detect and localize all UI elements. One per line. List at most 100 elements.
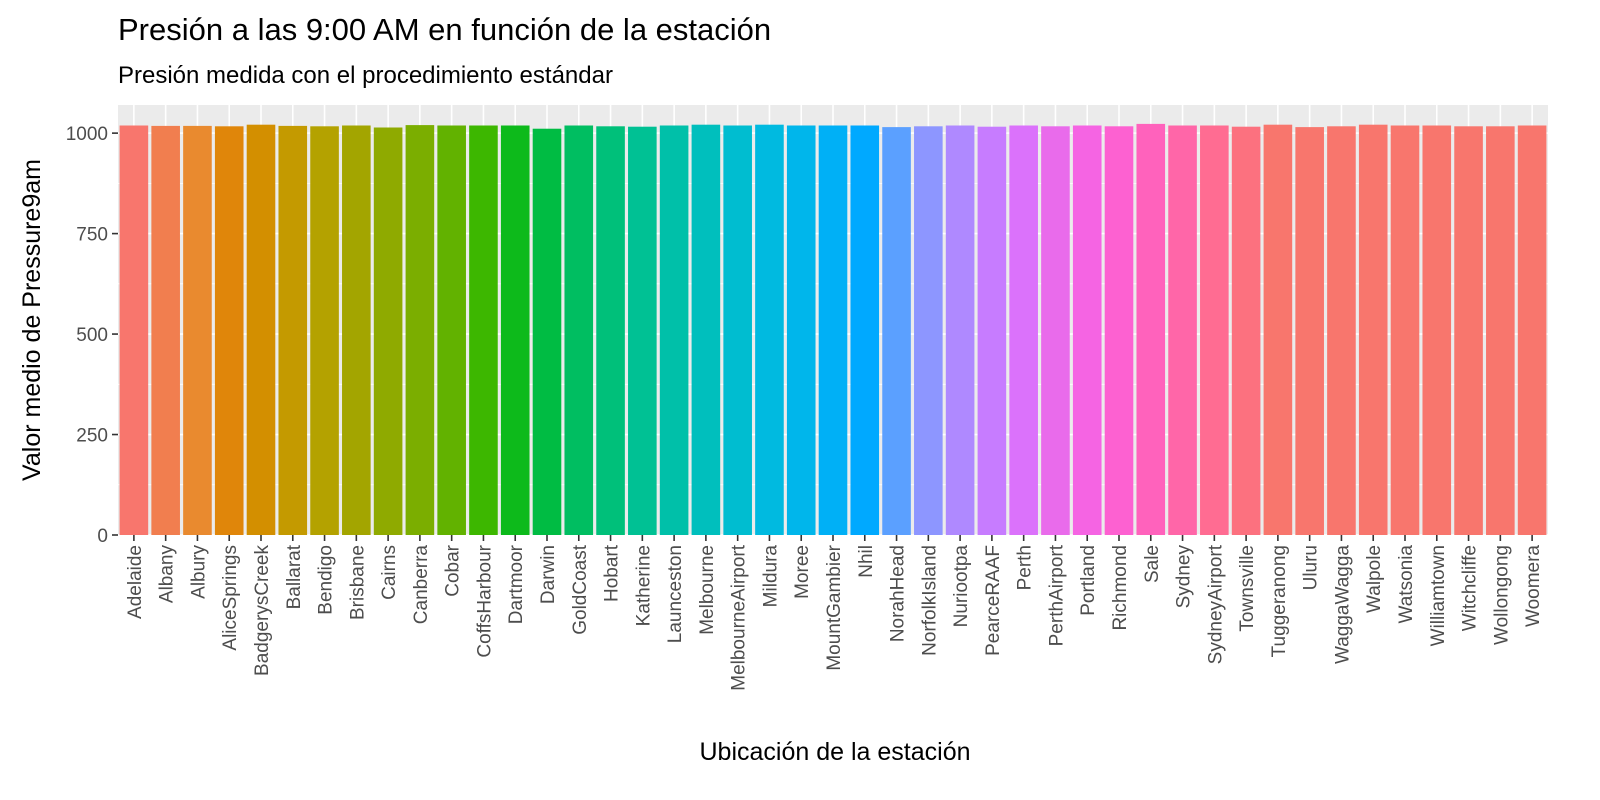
y-tick-label: 750 xyxy=(76,225,108,246)
x-tick-label: Sale xyxy=(1142,545,1163,583)
x-tick-label: Albany xyxy=(157,545,178,604)
bar-ballarat xyxy=(278,125,308,536)
x-tick-label: Cobar xyxy=(443,544,464,596)
x-tick-label: Watsonia xyxy=(1396,545,1417,624)
bar-sydneyairport xyxy=(1200,125,1229,535)
bar-sale xyxy=(1136,123,1166,535)
x-tick-label: MelbourneAirport xyxy=(729,544,750,690)
x-tick-label: CoffsHarbour xyxy=(474,544,495,657)
bar-pearceraaf xyxy=(977,126,1007,536)
bar-perth xyxy=(1009,125,1038,535)
x-tick-label: Witchcliffe xyxy=(1460,545,1481,631)
x-tick-label: Townsville xyxy=(1237,545,1258,632)
x-tick-label: Nhil xyxy=(856,545,877,578)
x-tick-label: Launceston xyxy=(665,545,686,643)
bar-witchcliffe xyxy=(1454,126,1483,535)
bar-woomera xyxy=(1517,125,1547,535)
chart-title: Presión a las 9:00 AM en función de la e… xyxy=(118,12,771,47)
bar-alicesprings xyxy=(214,126,244,535)
y-axis-title: Valor medio de Pressure9am xyxy=(18,159,46,481)
bar-launceston xyxy=(659,125,689,535)
x-tick-label: Portland xyxy=(1078,545,1099,616)
x-tick-label: SydneyAirport xyxy=(1205,544,1226,664)
x-tick-label: Adelaide xyxy=(125,545,146,619)
x-tick-label: NorfolkIsland xyxy=(919,545,940,656)
x-tick-label: Darwin xyxy=(538,545,559,604)
bar-williamtown xyxy=(1422,125,1452,535)
bar-portland xyxy=(1072,125,1102,535)
bars xyxy=(119,123,1547,536)
x-tick-label: AliceSprings xyxy=(220,545,241,651)
x-tick-label: Wollongong xyxy=(1491,545,1512,645)
x-tick-label: MountGambier xyxy=(824,544,845,670)
x-tick-label: Uluru xyxy=(1301,545,1322,590)
bar-wollongong xyxy=(1486,126,1515,535)
x-tick-label: Katherine xyxy=(633,545,654,626)
x-tick-label: Williamtown xyxy=(1428,545,1449,646)
bar-townsville xyxy=(1231,126,1261,536)
x-tick-label: Perth xyxy=(1015,545,1036,590)
bar-moree xyxy=(786,125,816,535)
x-tick-label: Richmond xyxy=(1110,545,1131,631)
x-tick-label: Walpole xyxy=(1364,545,1385,613)
x-tick-label: PearceRAAF xyxy=(983,545,1004,656)
bar-katherine xyxy=(628,126,657,536)
x-tick-label: Bendigo xyxy=(316,545,337,615)
x-axis-title: Ubicación de la estación xyxy=(700,738,971,766)
x-axis: Adelaide Albany Albury AliceSprings Badgerys… xyxy=(125,535,1544,691)
bar-richmond xyxy=(1104,126,1134,535)
bar-cairns xyxy=(373,127,403,535)
y-tick-label: 1000 xyxy=(66,124,108,145)
bar-badgeryscreek xyxy=(246,124,276,535)
x-tick-label: Ballarat xyxy=(284,544,305,609)
bar-bendigo xyxy=(310,126,339,535)
bar-waggawagga xyxy=(1327,126,1356,535)
bar-coffsharbour xyxy=(469,125,498,535)
x-tick-label: NorahHead xyxy=(888,545,909,642)
x-tick-label: Sydney xyxy=(1174,545,1195,609)
bar-sydney xyxy=(1168,125,1197,535)
x-tick-label: Canberra xyxy=(411,545,432,625)
x-tick-label: Tuggeranong xyxy=(1269,545,1290,657)
bar-brisbane xyxy=(342,125,371,535)
x-tick-label: Cairns xyxy=(379,545,400,600)
chart-subtitle: Presión medida con el procedimiento está… xyxy=(118,62,613,89)
bar-albany xyxy=(151,125,180,536)
y-tick-label: 500 xyxy=(76,325,108,346)
bar-watsonia xyxy=(1390,125,1420,535)
bar-goldcoast xyxy=(564,125,594,535)
bar-uluru xyxy=(1295,127,1324,535)
bar-nuriootpa xyxy=(945,125,975,535)
bar-darwin xyxy=(532,128,562,536)
x-tick-label: Moree xyxy=(792,545,813,599)
bar-walpole xyxy=(1358,124,1388,535)
bar-mountgambier xyxy=(818,125,848,535)
x-tick-label: Albury xyxy=(188,545,209,599)
x-tick-label: Woomera xyxy=(1523,545,1544,627)
x-tick-label: Melbourne xyxy=(697,545,718,635)
x-tick-label: BadgerysCreek xyxy=(252,545,273,676)
bar-nhil xyxy=(850,125,880,535)
bar-cobar xyxy=(437,125,466,535)
bar-albury xyxy=(183,125,212,536)
bar-norahhead xyxy=(882,127,911,535)
x-tick-label: Hobart xyxy=(602,544,623,602)
bar-mildura xyxy=(755,124,784,535)
bar-perthairport xyxy=(1041,126,1070,535)
bar-canberra xyxy=(405,125,435,536)
x-tick-label: PerthAirport xyxy=(1046,544,1067,646)
y-tick-label: 0 xyxy=(97,526,108,547)
x-tick-label: Nuriootpa xyxy=(951,545,972,628)
bar-norfolkisland xyxy=(914,126,943,535)
bar-melbourne xyxy=(691,124,721,535)
bar-tuggeranong xyxy=(1263,124,1293,535)
x-tick-label: GoldCoast xyxy=(570,544,591,634)
bar-melbourneairport xyxy=(723,125,752,535)
bar-adelaide xyxy=(119,125,149,535)
x-tick-label: Dartmoor xyxy=(506,544,527,624)
y-tick-label: 250 xyxy=(76,426,108,447)
x-tick-label: Mildura xyxy=(760,545,781,608)
y-axis: 0 250 500 750 1000 xyxy=(66,124,118,547)
